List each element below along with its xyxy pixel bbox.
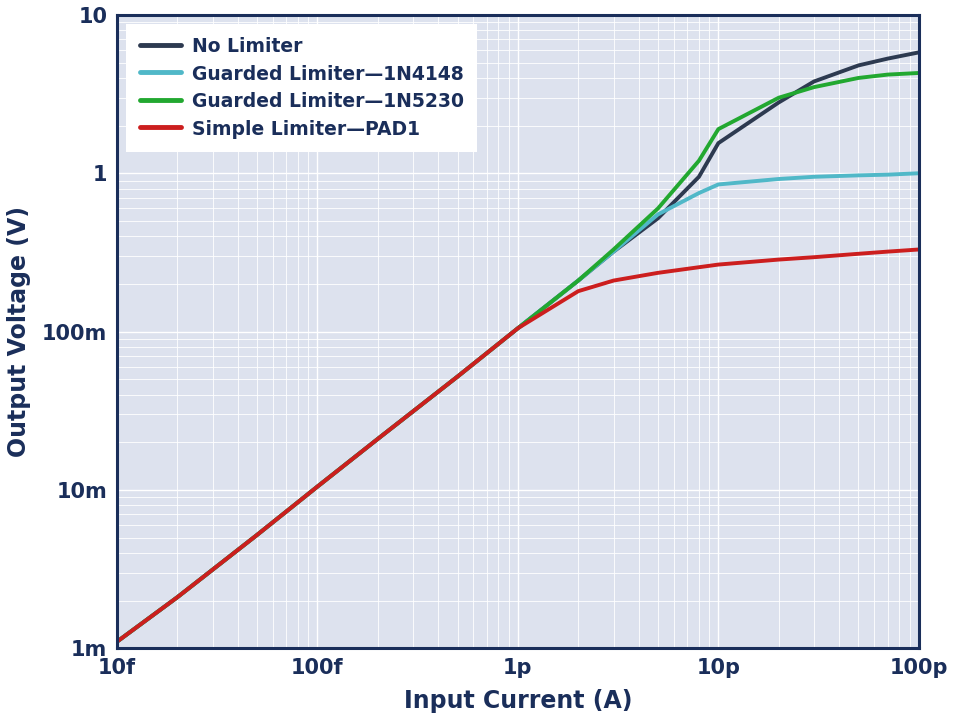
Guarded Limiter—1N5230 (452, 372, 463, 381)
No Limiter (808, 77, 819, 86)
Guarded Limiter—1N4148 (172, 593, 183, 601)
Simple Limiter—PAD1 (172, 593, 183, 601)
No Limiter (512, 324, 523, 333)
No Limiter (452, 372, 463, 381)
No Limiter (172, 593, 183, 601)
No Limiter (853, 61, 864, 70)
Simple Limiter—PAD1 (311, 482, 323, 491)
Guarded Limiter—1N5230 (607, 246, 619, 254)
Y-axis label: Output Voltage (V): Output Voltage (V) (7, 206, 31, 457)
Line: Guarded Limiter—1N5230: Guarded Limiter—1N5230 (117, 73, 919, 642)
No Limiter (882, 54, 894, 63)
Line: Guarded Limiter—1N4148: Guarded Limiter—1N4148 (117, 174, 919, 642)
Guarded Limiter—1N5230 (573, 276, 584, 285)
Simple Limiter—PAD1 (712, 260, 724, 269)
No Limiter (693, 173, 705, 181)
Simple Limiter—PAD1 (882, 247, 894, 256)
Guarded Limiter—1N5230 (251, 531, 263, 539)
Guarded Limiter—1N5230 (913, 68, 924, 77)
X-axis label: Input Current (A): Input Current (A) (404, 689, 632, 713)
Legend: No Limiter, Guarded Limiter—1N4148, Guarded Limiter—1N5230, Simple Limiter—PAD1: No Limiter, Guarded Limiter—1N4148, Guar… (126, 24, 478, 152)
Guarded Limiter—1N5230 (112, 637, 123, 646)
Simple Limiter—PAD1 (607, 276, 619, 285)
Guarded Limiter—1N5230 (172, 593, 183, 601)
Guarded Limiter—1N4148 (573, 276, 584, 285)
No Limiter (251, 531, 263, 539)
No Limiter (112, 637, 123, 646)
No Limiter (773, 98, 784, 107)
Simple Limiter—PAD1 (372, 435, 384, 444)
Guarded Limiter—1N5230 (808, 83, 819, 91)
No Limiter (652, 214, 664, 222)
Guarded Limiter—1N5230 (372, 435, 384, 444)
Guarded Limiter—1N4148 (251, 531, 263, 539)
Simple Limiter—PAD1 (693, 263, 705, 271)
Guarded Limiter—1N4148 (853, 171, 864, 180)
Guarded Limiter—1N4148 (913, 169, 924, 178)
Guarded Limiter—1N4148 (607, 247, 619, 256)
Guarded Limiter—1N4148 (372, 435, 384, 444)
Guarded Limiter—1N4148 (112, 637, 123, 646)
Guarded Limiter—1N5230 (311, 482, 323, 491)
Guarded Limiter—1N5230 (853, 73, 864, 82)
Guarded Limiter—1N5230 (512, 324, 523, 333)
Simple Limiter—PAD1 (112, 637, 123, 646)
Guarded Limiter—1N4148 (652, 210, 664, 219)
Guarded Limiter—1N5230 (773, 94, 784, 102)
No Limiter (913, 48, 924, 57)
Guarded Limiter—1N4148 (693, 189, 705, 197)
Simple Limiter—PAD1 (808, 253, 819, 261)
Guarded Limiter—1N4148 (773, 175, 784, 184)
Guarded Limiter—1N4148 (808, 173, 819, 181)
Guarded Limiter—1N4148 (712, 180, 724, 189)
Simple Limiter—PAD1 (652, 269, 664, 277)
No Limiter (573, 276, 584, 285)
Simple Limiter—PAD1 (853, 249, 864, 258)
No Limiter (372, 435, 384, 444)
Line: No Limiter: No Limiter (117, 53, 919, 642)
Simple Limiter—PAD1 (512, 324, 523, 333)
Guarded Limiter—1N4148 (512, 324, 523, 333)
Simple Limiter—PAD1 (773, 256, 784, 264)
Guarded Limiter—1N4148 (452, 372, 463, 381)
No Limiter (311, 482, 323, 491)
Simple Limiter—PAD1 (452, 372, 463, 381)
No Limiter (607, 247, 619, 256)
Guarded Limiter—1N5230 (882, 71, 894, 79)
No Limiter (712, 139, 724, 148)
Guarded Limiter—1N5230 (693, 156, 705, 165)
Guarded Limiter—1N5230 (652, 204, 664, 212)
Simple Limiter—PAD1 (251, 531, 263, 539)
Guarded Limiter—1N4148 (882, 171, 894, 179)
Simple Limiter—PAD1 (913, 246, 924, 254)
Simple Limiter—PAD1 (573, 287, 584, 295)
Line: Simple Limiter—PAD1: Simple Limiter—PAD1 (117, 250, 919, 642)
Guarded Limiter—1N4148 (311, 482, 323, 491)
Guarded Limiter—1N5230 (712, 125, 724, 133)
